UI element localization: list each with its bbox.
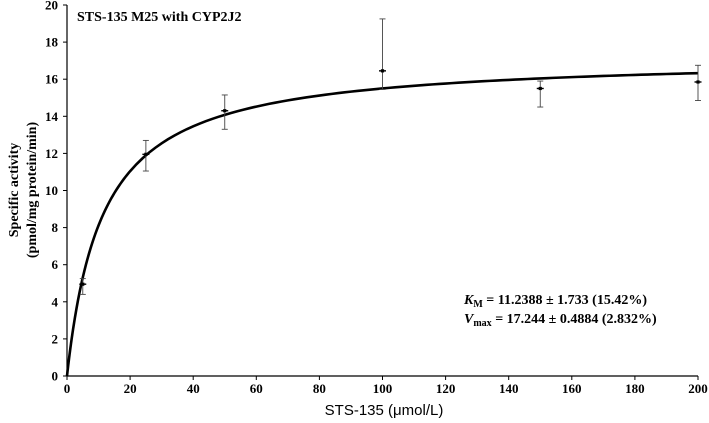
km-subscript: M — [473, 299, 483, 310]
y-tick-label: 10 — [45, 183, 58, 198]
data-point — [81, 282, 85, 286]
y-tick-label: 8 — [52, 220, 59, 235]
x-tick-label: 100 — [373, 381, 393, 396]
y-tick-label: 14 — [45, 109, 59, 124]
data-point-group — [536, 80, 544, 108]
x-tick-label: 40 — [187, 381, 200, 396]
y-axis-label-line1: Specific activity — [7, 143, 22, 237]
x-tick-label: 60 — [250, 381, 263, 396]
y-tick-label: 2 — [52, 331, 59, 346]
x-tick-label: 20 — [124, 381, 137, 396]
data-point-group — [79, 278, 87, 295]
x-tick-label: 140 — [499, 381, 519, 396]
data-points — [79, 18, 702, 295]
x-tick-label: 120 — [436, 381, 456, 396]
data-point — [144, 152, 148, 156]
km-symbol: K — [463, 293, 475, 308]
x-tick-label: 200 — [688, 381, 708, 396]
y-tick-label: 6 — [52, 257, 59, 272]
y-tick-label: 16 — [45, 72, 59, 87]
data-point-group — [694, 64, 702, 101]
y-tick-label: 0 — [52, 369, 59, 384]
vmax-symbol: V — [464, 312, 475, 327]
data-point-group — [221, 94, 229, 130]
y-tick-label: 4 — [52, 294, 59, 309]
km-value: = 11.2388 ± 1.733 (15.42%) — [483, 293, 648, 308]
y-axis-label-line2: (pmol/mg protein/min) — [25, 122, 40, 259]
axes — [63, 4, 699, 380]
x-tick-label: 180 — [625, 381, 645, 396]
y-tick-label: 12 — [45, 146, 58, 161]
x-tick-label: 80 — [313, 381, 326, 396]
vmax-value: = 17.244 ± 0.4884 (2.832%) — [492, 312, 657, 327]
vmax-subscript: max — [473, 318, 491, 329]
y-tick-label: 18 — [45, 35, 59, 50]
km-annotation: KM = 11.2388 ± 1.733 (15.42%) — [463, 293, 647, 310]
chart-title: STS-135 M25 with CYP2J2 — [77, 10, 242, 25]
data-point-group — [142, 139, 150, 172]
data-point-group — [379, 18, 386, 90]
fit-curve — [65, 71, 699, 377]
vmax-annotation: Vmax = 17.244 ± 0.4884 (2.832%) — [464, 312, 657, 329]
x-axis-label: STS-135 (μmol/L) — [325, 402, 444, 419]
data-point — [380, 69, 385, 73]
x-tick-label: 0 — [64, 381, 71, 396]
x-tick-label: 160 — [562, 381, 582, 396]
y-tick-label: 20 — [45, 0, 58, 13]
fit-curve-group — [65, 71, 699, 377]
data-point — [696, 80, 700, 84]
data-point — [538, 86, 542, 91]
data-point — [223, 109, 227, 113]
